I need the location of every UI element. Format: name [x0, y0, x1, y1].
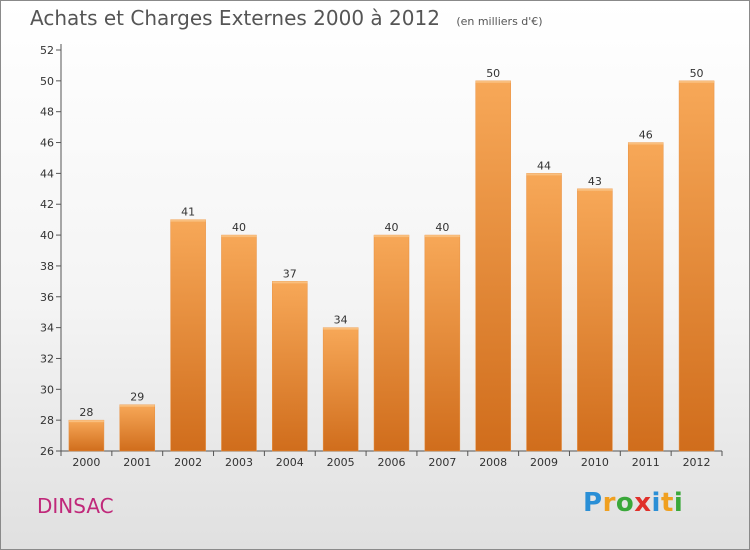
y-tick: 40 [40, 229, 61, 242]
y-tick: 46 [40, 137, 61, 150]
y-tick: 34 [40, 322, 61, 335]
chart-subtitle: (en milliers d'€) [456, 15, 543, 28]
x-tick-label: 2002 [174, 456, 202, 469]
y-tick-label: 28 [40, 414, 54, 427]
bar-highlight [475, 80, 511, 83]
bar-highlight [679, 80, 715, 83]
logo-letter: r [602, 488, 616, 518]
bar-highlight [170, 219, 206, 222]
bars-group [68, 80, 715, 452]
x-tick-label: 2010 [581, 456, 609, 469]
bar [221, 234, 257, 452]
logo-letter: t [660, 488, 674, 518]
x-tick-label: 2009 [530, 456, 558, 469]
x-tick-label: 2007 [428, 456, 456, 469]
bar [322, 327, 359, 452]
bar [678, 80, 715, 452]
y-tick-label: 44 [40, 167, 54, 180]
x-tick-label: 2003 [225, 456, 253, 469]
logo-letter: x [634, 488, 652, 518]
x-tick-label: 2000 [72, 456, 100, 469]
y-tick-label: 34 [40, 322, 54, 335]
y-tick: 30 [40, 383, 61, 396]
bar-highlight [424, 235, 460, 238]
data-label: 43 [588, 175, 602, 188]
bar [170, 219, 206, 452]
data-labels-group: 28 29 41 40 37 34 40 40 50 44 43 46 50 [79, 67, 703, 419]
y-tick-label: 42 [40, 198, 54, 211]
x-tick-label: 2012 [683, 456, 711, 469]
y-tick-label: 30 [40, 383, 54, 396]
chart-title-text: Achats et Charges Externes 2000 à 2012 [30, 6, 440, 30]
bar-highlight [628, 142, 664, 145]
bar [424, 234, 461, 452]
y-tick: 42 [40, 198, 61, 211]
y-tick-label: 48 [40, 106, 54, 119]
bar-highlight [374, 235, 409, 238]
y-tick-label: 38 [40, 260, 54, 273]
data-label: 50 [486, 67, 500, 80]
y-tick-label: 50 [40, 75, 54, 88]
logo-letter: i [651, 488, 661, 518]
bar-highlight [577, 188, 613, 191]
data-label: 28 [79, 406, 93, 419]
y-tick: 38 [40, 260, 61, 273]
proxiti-logo: Proxiti [583, 488, 683, 518]
bar [373, 234, 410, 452]
logo-letter: o [615, 488, 635, 518]
x-tick-label: 2004 [276, 456, 304, 469]
y-tick: 50 [40, 75, 61, 88]
bar-highlight [119, 404, 155, 407]
data-label: 41 [181, 206, 195, 219]
x-tick-label: 2011 [632, 456, 660, 469]
y-tick: 32 [40, 352, 61, 365]
data-label: 50 [690, 67, 704, 80]
y-tick-label: 26 [40, 445, 54, 458]
y-tick: 44 [40, 167, 61, 180]
y-tick-label: 40 [40, 229, 54, 242]
data-label: 44 [537, 159, 551, 172]
logo-letter: P [583, 488, 603, 518]
y-tick-label: 32 [40, 352, 54, 365]
y-tick-label: 46 [40, 137, 54, 150]
y-tick: 52 [40, 44, 61, 57]
bar [526, 173, 562, 452]
data-label: 40 [232, 221, 246, 234]
data-label: 46 [639, 129, 653, 142]
bar [68, 419, 105, 452]
data-label: 40 [385, 221, 399, 234]
data-label: 37 [283, 267, 297, 280]
bar [119, 404, 156, 452]
y-tick: 36 [40, 291, 61, 304]
bar [475, 80, 511, 452]
bar-highlight [323, 327, 359, 330]
y-tick: 28 [40, 414, 61, 427]
y-tick: 48 [40, 106, 61, 119]
data-label: 34 [334, 314, 348, 327]
x-tick-label: 2006 [378, 456, 406, 469]
x-tick-label: 2001 [123, 456, 151, 469]
commune-name: DINSAC [37, 494, 114, 518]
bar-highlight [272, 281, 308, 284]
data-label: 29 [130, 391, 144, 404]
bar-highlight [221, 235, 257, 238]
y-tick-label: 52 [40, 44, 54, 57]
bar [627, 142, 664, 452]
bar [272, 281, 308, 452]
logo-letter: i [673, 488, 684, 518]
y-tick-label: 36 [40, 291, 54, 304]
x-tick-label: 2005 [327, 456, 355, 469]
bar [577, 188, 613, 452]
data-label: 40 [435, 221, 449, 234]
y-tick: 26 [40, 445, 61, 458]
x-tick-label: 2008 [479, 456, 507, 469]
bar-highlight [68, 420, 104, 423]
chart-title: Achats et Charges Externes 2000 à 2012 (… [30, 6, 543, 30]
bar-highlight [526, 173, 562, 176]
